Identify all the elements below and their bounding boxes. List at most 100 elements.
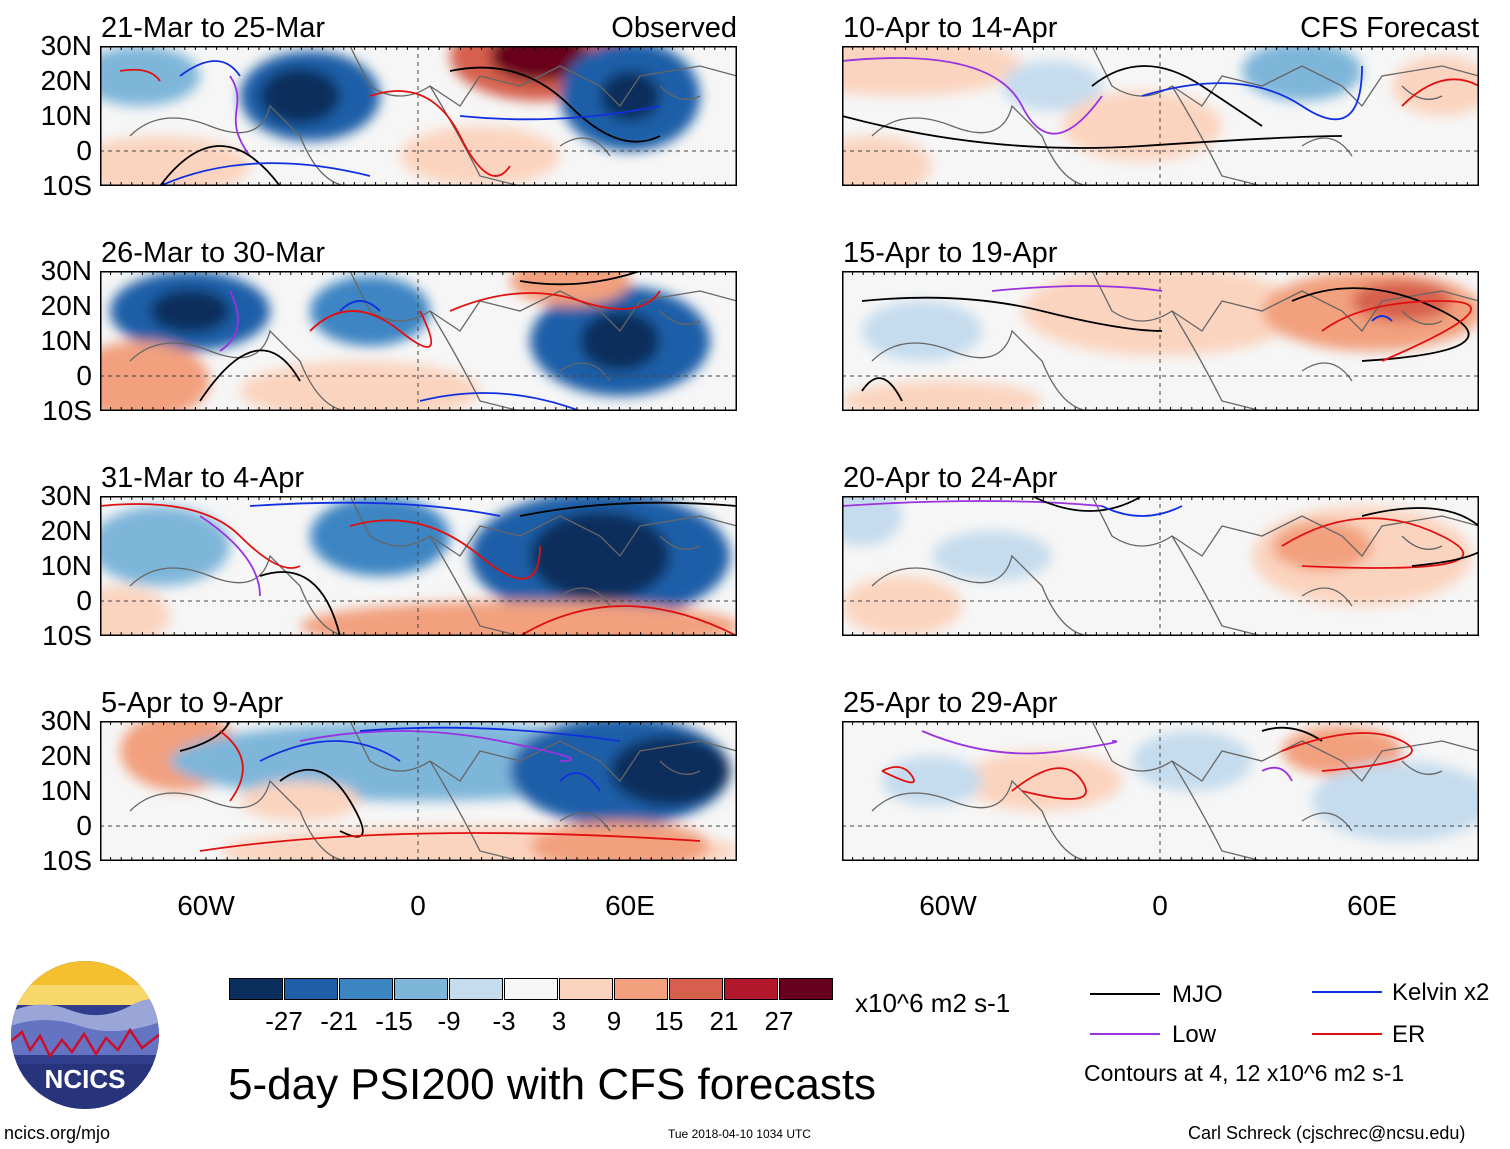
anomaly-region: [310, 496, 450, 576]
longitude-label: 60E: [605, 890, 655, 921]
wave-contour: [339, 300, 381, 312]
logo-text: NCICS: [45, 1064, 126, 1094]
latitude-label: 30N: [40, 480, 92, 511]
legend-label-low: Low: [1172, 1021, 1217, 1048]
coastline: [129, 271, 737, 411]
anomaly-region: [862, 301, 982, 361]
panel-date-range: 5-Apr to 9-Apr: [101, 687, 284, 719]
wave-contour: [1261, 766, 1293, 782]
psi200-anomaly-map: [100, 271, 737, 411]
anomaly-region: [610, 736, 730, 806]
colorbar-swatch: [394, 978, 448, 1000]
panel-date-range: 25-Apr to 29-Apr: [843, 687, 1058, 719]
legend-line-kelvin: [1312, 991, 1382, 993]
anomaly-region: [1022, 271, 1302, 356]
contour-note: Contours at 4, 12 x10^6 m2 s-1: [1084, 1060, 1405, 1086]
wave-contour: [259, 740, 401, 762]
wave-contour: [449, 66, 661, 143]
wave-contour: [199, 515, 261, 597]
panel-date-range: 20-Apr to 24-Apr: [843, 462, 1058, 494]
panel-date-range: 21-Mar to 25-Mar: [101, 12, 326, 44]
map-panel: [842, 271, 1479, 411]
wave-contour: [842, 115, 1343, 149]
page-title: 5-day PSI200 with CFS forecasts: [228, 1060, 877, 1109]
footer-timestamp: Tue 2018-04-10 1034 UTC: [668, 1127, 811, 1141]
map-panel: [100, 721, 737, 861]
colorbar-swatch: [229, 978, 283, 1000]
wave-contour: [1091, 65, 1263, 127]
anomaly-region: [962, 751, 1122, 811]
longitude-label: 0: [410, 890, 426, 921]
latitude-label: 20N: [40, 515, 92, 546]
latitude-label: 20N: [40, 290, 92, 321]
anomaly-region: [150, 289, 230, 333]
wave-contour: [861, 296, 1163, 332]
anomaly-region: [300, 601, 737, 636]
wave-contour: [519, 271, 641, 286]
wave-contour: [921, 730, 1118, 755]
legend-line-mjo: [1090, 993, 1160, 995]
psi200-anomaly-map: [100, 496, 737, 636]
colorbar-swatch: [669, 978, 723, 1000]
wave-contour: [1141, 65, 1363, 121]
anomaly-region: [1242, 46, 1362, 101]
colorbar-swatch: [339, 978, 393, 1000]
colorbar-tick-label: -9: [437, 1006, 461, 1036]
anomaly-region: [1352, 281, 1452, 321]
panel-date-range: 31-Mar to 4-Apr: [101, 462, 305, 494]
panel-date-range: 15-Apr to 19-Apr: [843, 237, 1058, 269]
panel-date-range: 10-Apr to 14-Apr: [843, 12, 1058, 44]
coastline: [129, 721, 737, 861]
anomaly-region: [510, 271, 630, 306]
legend-label-mjo: MJO: [1172, 981, 1223, 1008]
latitude-label: 10N: [40, 325, 92, 356]
anomaly-region: [882, 756, 982, 806]
coastline: [871, 496, 1479, 636]
wave-contour: [219, 730, 244, 802]
latitude-label: 0: [76, 585, 92, 616]
coastline: [871, 271, 1479, 411]
panel-source-label: Observed: [611, 12, 737, 44]
colorbar-tick-label: 27: [764, 1006, 794, 1036]
wave-contour: [100, 503, 301, 569]
wave-contour: [842, 500, 1103, 507]
anomaly-region: [100, 46, 200, 106]
colorbar-swatch: [559, 978, 613, 1000]
colorbar-tick-label: -15: [375, 1006, 413, 1036]
wave-contour: [299, 730, 573, 762]
wave-contour: [159, 145, 281, 186]
latitude-label: 10N: [40, 775, 92, 806]
wave-contour: [1261, 726, 1323, 742]
anomaly-region: [932, 531, 1052, 581]
legend-label-kelvin: Kelvin x2: [1392, 979, 1490, 1006]
wave-contour: [159, 162, 371, 186]
wave-contour: [119, 68, 161, 82]
psi200-anomaly-map: [842, 271, 1479, 411]
anomaly-region: [1132, 731, 1252, 791]
coastline: [871, 721, 1479, 861]
latitude-label: 0: [76, 135, 92, 166]
colorbar-swatch: [504, 978, 558, 1000]
wave-contour: [842, 57, 1103, 135]
psi200-anomaly-map: [100, 46, 737, 186]
wave-contour: [179, 721, 231, 752]
anomaly-region: [1312, 761, 1479, 841]
wave-contour: [1291, 287, 1470, 362]
wave-contour: [519, 501, 737, 517]
wave-contour: [861, 377, 903, 402]
wave-contour: [1371, 315, 1393, 322]
panel-date-range: 26-Mar to 30-Mar: [101, 237, 326, 269]
wave-contour: [1361, 507, 1479, 567]
map-panel: [100, 271, 737, 411]
wave-contour: [1281, 517, 1465, 569]
wave-contour: [1401, 78, 1479, 107]
panel-source-label: CFS Forecast: [1300, 12, 1479, 44]
wave-contour: [259, 571, 341, 636]
anomaly-region: [1272, 521, 1372, 571]
map-panel: [842, 721, 1479, 861]
colorbar-tick-label: 15: [654, 1006, 684, 1036]
latitude-label: 30N: [40, 255, 92, 286]
anomaly-region: [100, 341, 210, 411]
wave-contour: [199, 349, 301, 402]
wave-contour: [1031, 496, 1143, 512]
